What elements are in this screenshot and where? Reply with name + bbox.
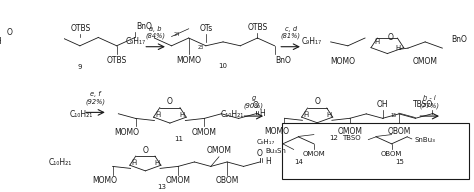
Text: OTBS: OTBS — [247, 23, 267, 32]
Text: 12: 12 — [329, 135, 338, 141]
Text: 10: 10 — [219, 63, 228, 69]
Text: C₉H₁₇: C₉H₁₇ — [302, 37, 322, 46]
Text: H̅: H̅ — [131, 160, 137, 166]
Text: OH: OH — [377, 100, 388, 109]
Text: 11: 11 — [174, 136, 183, 142]
Text: O: O — [388, 33, 394, 42]
Text: OMOM: OMOM — [192, 128, 217, 137]
Text: H: H — [259, 109, 265, 118]
Text: a, b
(84%): a, b (84%) — [146, 26, 165, 39]
Text: BnO: BnO — [137, 22, 152, 31]
Text: OMOM: OMOM — [302, 151, 325, 157]
Text: H̅: H̅ — [303, 112, 308, 118]
Text: e, f
(92%): e, f (92%) — [85, 91, 105, 105]
Text: BnO: BnO — [275, 56, 291, 65]
Text: OMOM: OMOM — [337, 127, 363, 136]
Text: TBSO: TBSO — [342, 135, 361, 141]
Text: H̅: H̅ — [155, 112, 161, 118]
Text: OBOM: OBOM — [381, 151, 402, 157]
Text: O: O — [253, 101, 259, 110]
Text: OBOM: OBOM — [387, 127, 410, 136]
Text: 15: 15 — [391, 113, 397, 118]
Text: g
(90%): g (90%) — [244, 95, 264, 109]
Text: c, d
(81%): c, d (81%) — [281, 26, 301, 39]
Text: MOMO: MOMO — [264, 127, 289, 136]
Text: C₁₀H₂₁: C₁₀H₂₁ — [69, 110, 92, 119]
Text: OTs: OTs — [199, 24, 212, 33]
Text: H: H — [154, 160, 159, 166]
Text: H: H — [0, 37, 1, 46]
Text: OBOM: OBOM — [216, 176, 239, 185]
Text: O: O — [314, 98, 320, 107]
Text: OMOM: OMOM — [413, 57, 438, 66]
Text: TBSO: TBSO — [413, 100, 434, 109]
Text: H: H — [326, 112, 331, 118]
Text: OTBS: OTBS — [107, 56, 127, 65]
Text: MOMO: MOMO — [176, 56, 201, 65]
Bar — [283, 123, 468, 179]
Text: C₁₀H₂₁: C₁₀H₂₁ — [220, 110, 244, 119]
Text: C₉H₁₇: C₉H₁₇ — [126, 37, 146, 46]
Text: OTBS: OTBS — [71, 24, 91, 33]
Text: 24: 24 — [173, 32, 180, 37]
Text: Bu₃Sn: Bu₃Sn — [265, 148, 286, 154]
Text: C₁₀H₂₁: C₁₀H₂₁ — [48, 158, 72, 167]
Text: 13: 13 — [157, 184, 166, 190]
Text: MOMO: MOMO — [92, 176, 117, 185]
Text: H: H — [179, 112, 184, 118]
Text: MOMO: MOMO — [114, 128, 139, 137]
Text: O: O — [257, 149, 263, 157]
Text: C₉H₁₇: C₉H₁₇ — [257, 139, 275, 145]
Text: O: O — [167, 97, 173, 106]
Text: H̅: H̅ — [374, 39, 380, 46]
Text: MOMO: MOMO — [330, 57, 355, 66]
Text: BnO: BnO — [451, 35, 467, 44]
Text: H: H — [265, 157, 271, 166]
Text: 15: 15 — [395, 159, 404, 165]
Text: O: O — [142, 146, 148, 155]
Text: 9: 9 — [78, 64, 82, 70]
Text: OMOM: OMOM — [165, 176, 191, 185]
Text: 23: 23 — [198, 45, 204, 50]
Text: H: H — [395, 45, 400, 50]
Text: SnBu₃: SnBu₃ — [415, 137, 436, 143]
Text: OMOM: OMOM — [207, 146, 231, 155]
Text: h - i
(77%): h - i (77%) — [419, 95, 440, 109]
Text: O: O — [7, 28, 13, 37]
Text: 14: 14 — [294, 159, 303, 165]
